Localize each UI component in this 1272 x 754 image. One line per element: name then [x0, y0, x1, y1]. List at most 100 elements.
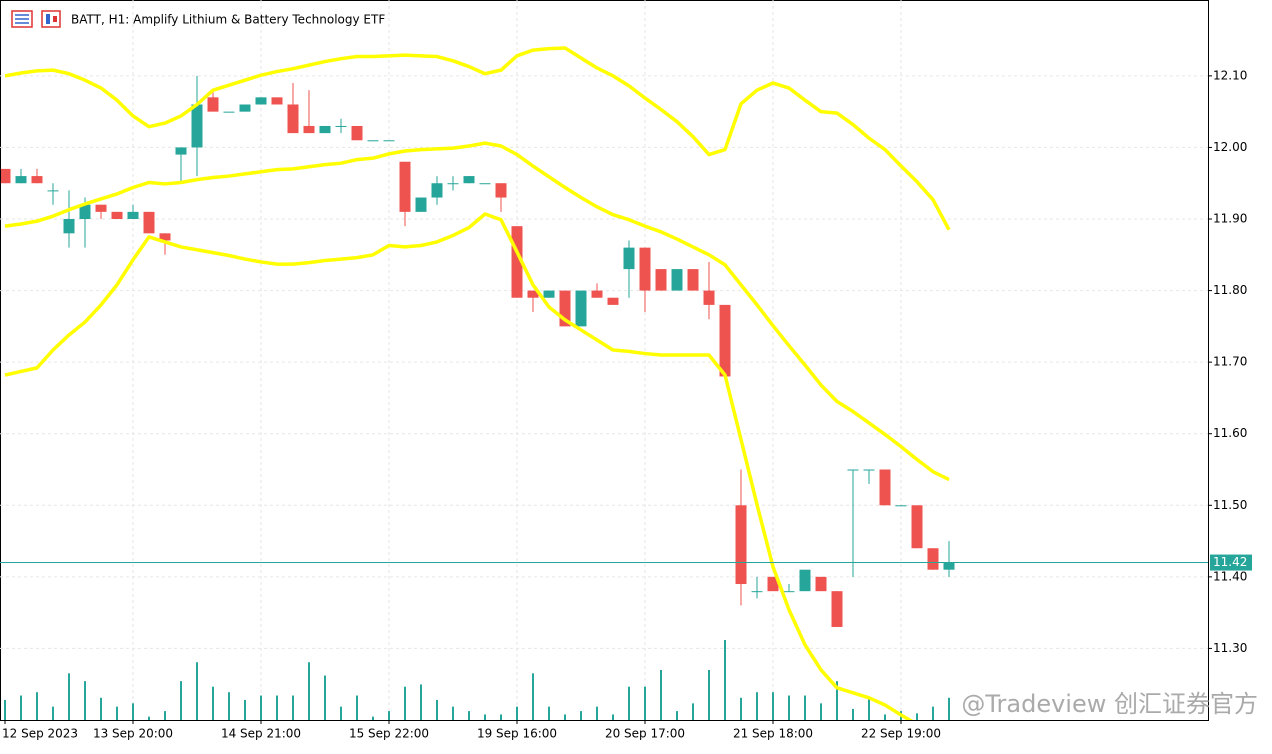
- x-tick-label: 13 Sep 20:00: [93, 727, 173, 741]
- volume-bar: [36, 692, 38, 720]
- candle-body: [383, 140, 395, 142]
- volume-bar: [308, 662, 310, 720]
- volume-bar: [644, 686, 646, 720]
- candle-body: [415, 197, 427, 212]
- band-line: [4, 46, 951, 231]
- volume-bar: [836, 681, 838, 720]
- volume-bar: [772, 692, 774, 720]
- volume-bar: [356, 695, 358, 720]
- volume-bar: [804, 695, 806, 720]
- candle-body: [767, 576, 779, 592]
- volume-bar: [740, 697, 742, 720]
- volume-bar: [820, 703, 822, 720]
- plot-frame: [0, 0, 1209, 721]
- candle-body: [271, 97, 283, 105]
- x-tick-label: 20 Sep 17:00: [605, 727, 685, 741]
- axes: 11.30 11.40 11.50 11.60 11.70 11.80 11.90 12.00…: [0, 68, 1252, 741]
- volume-bar: [484, 714, 486, 720]
- candle-body: [495, 183, 507, 198]
- candle-body: [463, 176, 475, 184]
- watermark: @Tradeview 创汇证券官方: [961, 690, 1258, 718]
- volume-bar: [884, 714, 886, 720]
- candle-body: [575, 290, 587, 327]
- y-tick-label: 11.60: [1213, 426, 1247, 440]
- candle-body: [207, 97, 219, 112]
- candle-body: [79, 204, 91, 220]
- volume-bar: [324, 675, 326, 720]
- candle-body: [719, 304, 731, 377]
- volume-bar: [100, 697, 102, 720]
- volume-bar: [116, 706, 118, 720]
- candle-body: [191, 104, 203, 148]
- volume: [4, 640, 950, 720]
- candle-body: [831, 591, 843, 627]
- volume-bar: [244, 700, 246, 720]
- last-price-label: 11.42: [1213, 555, 1247, 569]
- candle-body: [31, 176, 43, 184]
- band-line: [4, 212, 914, 720]
- volume-bar: [196, 662, 198, 720]
- candle-body: [399, 161, 411, 212]
- volume-bar: [452, 706, 454, 720]
- volume-bar: [388, 711, 390, 720]
- chart-icon: [11, 10, 61, 28]
- volume-bar: [228, 692, 230, 720]
- candle-body: [927, 548, 939, 570]
- volume-bar: [660, 670, 662, 720]
- y-tick-label: 11.40: [1213, 569, 1247, 583]
- candle-body: [143, 211, 155, 234]
- candle-body: [127, 211, 139, 220]
- candle-body: [479, 183, 491, 185]
- volume-bar: [564, 714, 566, 720]
- x-tick-label: 21 Sep 18:00: [733, 727, 813, 741]
- candle-body: [319, 125, 331, 134]
- y-tick-label: 12.10: [1213, 68, 1247, 82]
- candle-body: [303, 125, 315, 134]
- candle-body: [591, 290, 603, 298]
- volume-bar: [276, 695, 278, 720]
- x-tick-label: 22 Sep 19:00: [861, 727, 941, 741]
- last-price-box: [1210, 554, 1252, 571]
- y-tick-label: 11.70: [1213, 355, 1247, 369]
- volume-bar: [948, 697, 950, 720]
- candle-body: [751, 591, 763, 593]
- volume-bar: [180, 681, 182, 720]
- candle-body: [63, 219, 75, 234]
- grid: [0, 0, 1208, 720]
- candle-body: [703, 290, 715, 305]
- candle-body: [223, 111, 235, 113]
- volume-bar: [148, 716, 150, 720]
- candle-body: [655, 269, 667, 291]
- volume-bar: [372, 716, 374, 720]
- x-tick-label: 14 Sep 21:00: [221, 727, 301, 741]
- candle-body: [335, 125, 347, 127]
- candle-body: [367, 140, 379, 142]
- candle-body: [895, 505, 907, 507]
- candle-body: [639, 247, 651, 291]
- volume-bar: [52, 706, 54, 720]
- candle-body: [623, 247, 635, 270]
- candle-body: [735, 505, 747, 585]
- chart-title: BATT, H1: Amplify Lithium & Battery Tech…: [71, 13, 385, 27]
- volume-bar: [404, 686, 406, 720]
- volume-bar: [292, 695, 294, 720]
- candle-body: [255, 97, 267, 105]
- candle-body: [815, 576, 827, 592]
- candle-body: [1, 168, 11, 184]
- y-tick-label: 12.00: [1213, 140, 1247, 154]
- candle-body: [783, 591, 795, 593]
- candle-body: [159, 233, 171, 241]
- y-tick-label: 11.90: [1213, 212, 1247, 226]
- volume-bar: [852, 708, 854, 720]
- volume-bar: [436, 700, 438, 720]
- candle-body: [879, 469, 891, 506]
- candle-body: [559, 290, 571, 327]
- candle-body: [351, 125, 363, 141]
- candle-body: [47, 190, 59, 192]
- candle-body: [15, 176, 27, 184]
- candle-body: [607, 297, 619, 305]
- candle-body: [95, 204, 107, 212]
- band-line: [4, 141, 950, 482]
- candle-body: [239, 104, 251, 112]
- volume-bar: [68, 673, 70, 720]
